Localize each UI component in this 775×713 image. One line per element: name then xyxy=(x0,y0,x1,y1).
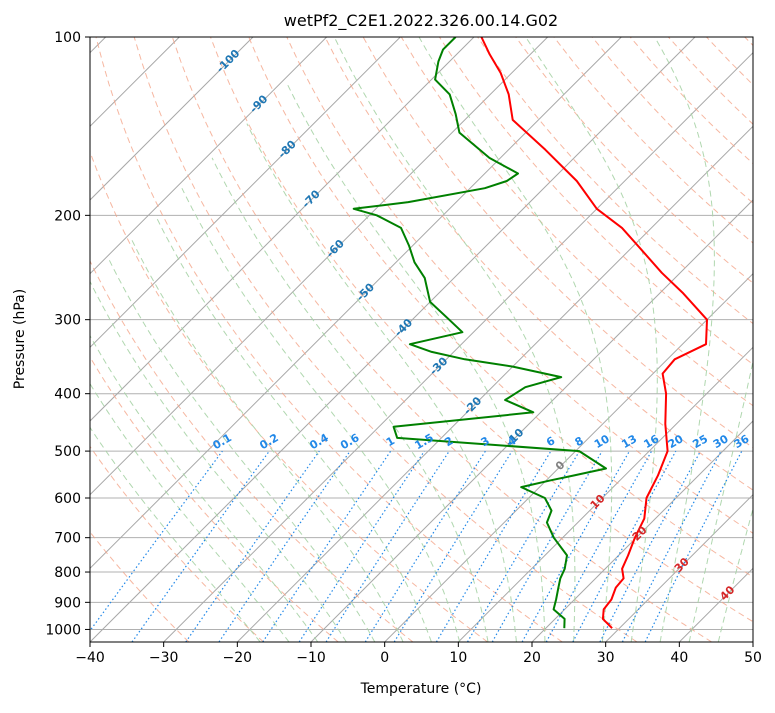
y-tick-label: 600 xyxy=(54,491,81,507)
y-tick-label: 100 xyxy=(54,30,81,46)
y-tick-label: 200 xyxy=(54,208,81,224)
y-tick-label: 1000 xyxy=(45,622,81,638)
y-tick-label: 800 xyxy=(54,565,81,581)
y-axis-label: Pressure (hPa) xyxy=(12,289,28,389)
y-tick-label: 300 xyxy=(54,313,81,329)
y-tick-label: 500 xyxy=(54,444,81,460)
x-tick-label: 20 xyxy=(523,650,541,666)
x-tick-label: 0 xyxy=(380,650,389,666)
x-tick-label: −10 xyxy=(296,650,326,666)
x-tick-label: −40 xyxy=(75,650,105,666)
x-tick-label: 50 xyxy=(744,650,762,666)
x-tick-label: 10 xyxy=(449,650,467,666)
x-tick-label: 30 xyxy=(597,650,615,666)
x-tick-label: −30 xyxy=(149,650,179,666)
y-tick-label: 400 xyxy=(54,387,81,403)
x-axis-label: Temperature (°C) xyxy=(360,681,482,697)
x-tick-label: 40 xyxy=(670,650,688,666)
chart-title: wetPf2_C2E1.2022.326.00.14.G02 xyxy=(284,11,558,31)
x-tick-label: −20 xyxy=(223,650,253,666)
y-tick-label: 900 xyxy=(54,595,81,611)
y-tick-label: 700 xyxy=(54,531,81,547)
